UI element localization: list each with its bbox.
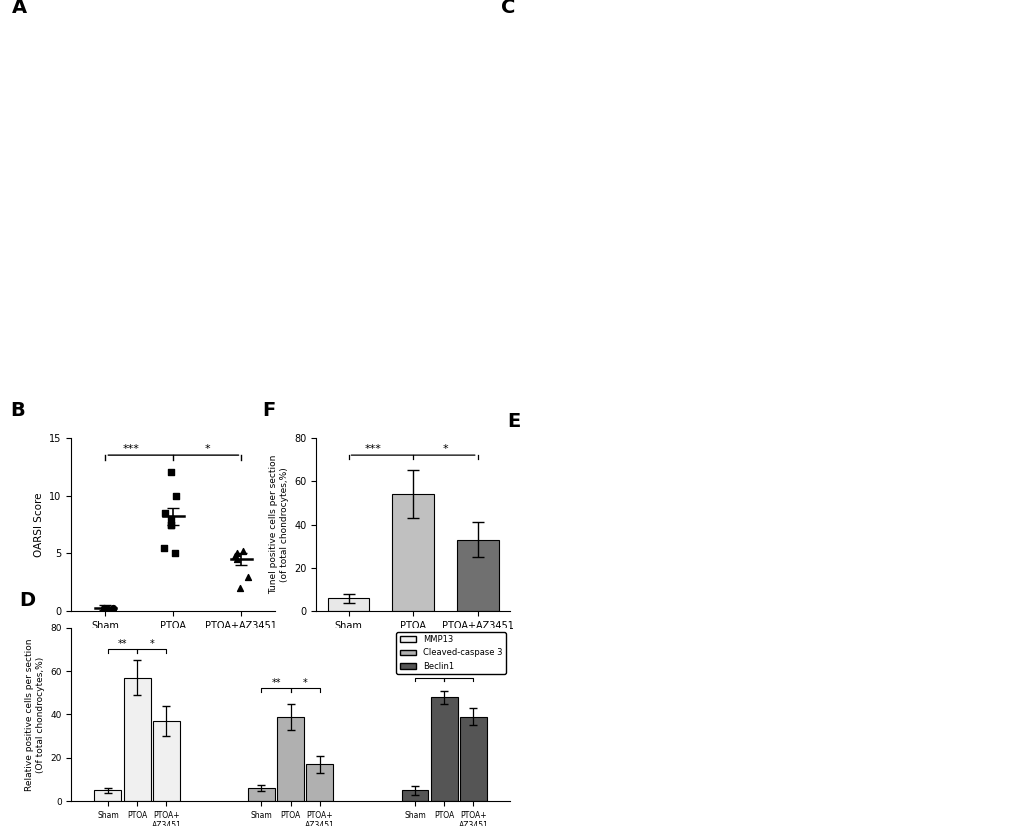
Text: C: C [500,0,515,17]
Point [100,602,116,615]
Bar [327,598,369,611]
Text: **: ** [425,667,434,677]
Bar [460,717,486,801]
Bar [401,790,428,801]
Text: E: E [506,411,520,430]
Text: A: A [12,0,26,17]
Text: ***: *** [364,444,381,454]
Text: **: ** [271,678,280,688]
Point [168,489,184,502]
Point [101,604,117,617]
Point [156,541,172,554]
Point [240,570,257,583]
Y-axis label: Tunel positive cells per section
(of total chondrocytes,%): Tunel positive cells per section (of tot… [269,455,288,594]
Point [105,602,121,615]
Point [157,506,173,520]
Bar [248,788,275,801]
Point [234,544,251,558]
Point [104,601,120,615]
Bar [391,494,434,611]
Point [96,604,112,617]
Point [100,604,116,617]
Bar [430,697,458,801]
Point [232,582,249,595]
Bar [277,717,304,801]
Point [228,547,245,560]
Point [162,518,178,531]
Text: *: * [150,638,154,648]
Text: *: * [442,444,447,454]
Text: B: B [10,401,24,420]
Text: *: * [205,444,210,454]
Y-axis label: OARSI Score: OARSI Score [34,492,44,557]
Text: D: D [18,591,35,610]
Text: **: ** [118,638,127,648]
Point [97,603,113,616]
Bar [457,539,498,611]
Text: F: F [262,401,275,420]
Text: ***: *** [122,444,140,454]
Point [96,601,112,615]
Point [226,549,243,563]
Point [163,512,179,525]
Y-axis label: Relative positive cells per section
(Of total chondrocytes,%): Relative positive cells per section (Of … [25,638,45,790]
Bar [153,721,179,801]
Point [163,466,179,479]
Bar [306,764,333,801]
Point [166,547,182,560]
Point [163,518,179,531]
Bar [123,677,151,801]
Text: *: * [457,667,461,677]
Bar [95,790,121,801]
Legend: MMP13, Cleaved-caspase 3, Beclin1: MMP13, Cleaved-caspase 3, Beclin1 [396,632,505,674]
Point [228,553,245,566]
Text: *: * [303,678,308,688]
